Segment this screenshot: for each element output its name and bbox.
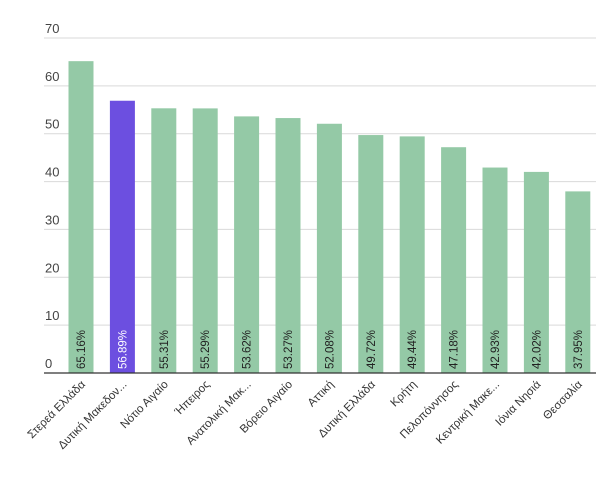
y-tick-label: 60: [45, 69, 59, 84]
y-axis-ticks: 0 10 20 30 40 50 60 70: [45, 21, 59, 371]
x-category-label: Δυτική Μακεδον...: [56, 379, 129, 452]
bar-value-label: 56.89%: [117, 330, 129, 369]
value-labels: 65.16% 56.89% 55.31% 55.29% 53.62% 53.27% 52.0…: [76, 330, 585, 369]
x-category-label: Θεσσαλία: [541, 378, 585, 422]
y-tick-label: 40: [45, 165, 59, 180]
bar-value-label: 49.44%: [407, 330, 419, 369]
y-tick-label: 50: [45, 117, 59, 132]
bar-value-label: 47.18%: [449, 330, 461, 369]
bar: [151, 108, 177, 374]
y-tick-label: 0: [45, 356, 52, 371]
bar: [565, 191, 591, 373]
bar-value-label: 52.08%: [324, 330, 336, 369]
bar: [358, 135, 384, 373]
bar: [523, 171, 549, 373]
bar-value-label: 55.31%: [159, 330, 171, 369]
x-category-label: Αττική: [306, 379, 337, 410]
bar: [234, 116, 260, 373]
bar: [316, 123, 342, 373]
bar-value-label: 42.02%: [531, 330, 543, 369]
bar-value-label: 55.29%: [200, 330, 212, 369]
bar-value-label: 53.62%: [242, 330, 254, 369]
bar: [482, 167, 508, 373]
bar-value-label: 42.93%: [490, 330, 502, 369]
x-category-label: Ιόνια Νησιά: [493, 378, 543, 428]
y-tick-label: 30: [45, 212, 59, 227]
x-category-label: Ήπειρος: [172, 378, 212, 418]
y-tick-label: 10: [45, 308, 59, 323]
bar-value-label: 53.27%: [283, 330, 295, 369]
bar: [399, 136, 425, 373]
bar: [441, 147, 467, 373]
bar-value-label: 49.72%: [366, 330, 378, 369]
bars: [68, 61, 591, 374]
bar-value-label: 37.95%: [573, 330, 585, 369]
bar: [68, 61, 94, 374]
bar: [275, 118, 301, 373]
y-tick-label: 20: [45, 260, 59, 275]
bar: [109, 100, 135, 373]
y-tick-label: 70: [45, 21, 59, 36]
x-category-label: Κρήτη: [389, 379, 420, 410]
bar-value-label: 65.16%: [76, 330, 88, 369]
bar: [192, 108, 218, 373]
